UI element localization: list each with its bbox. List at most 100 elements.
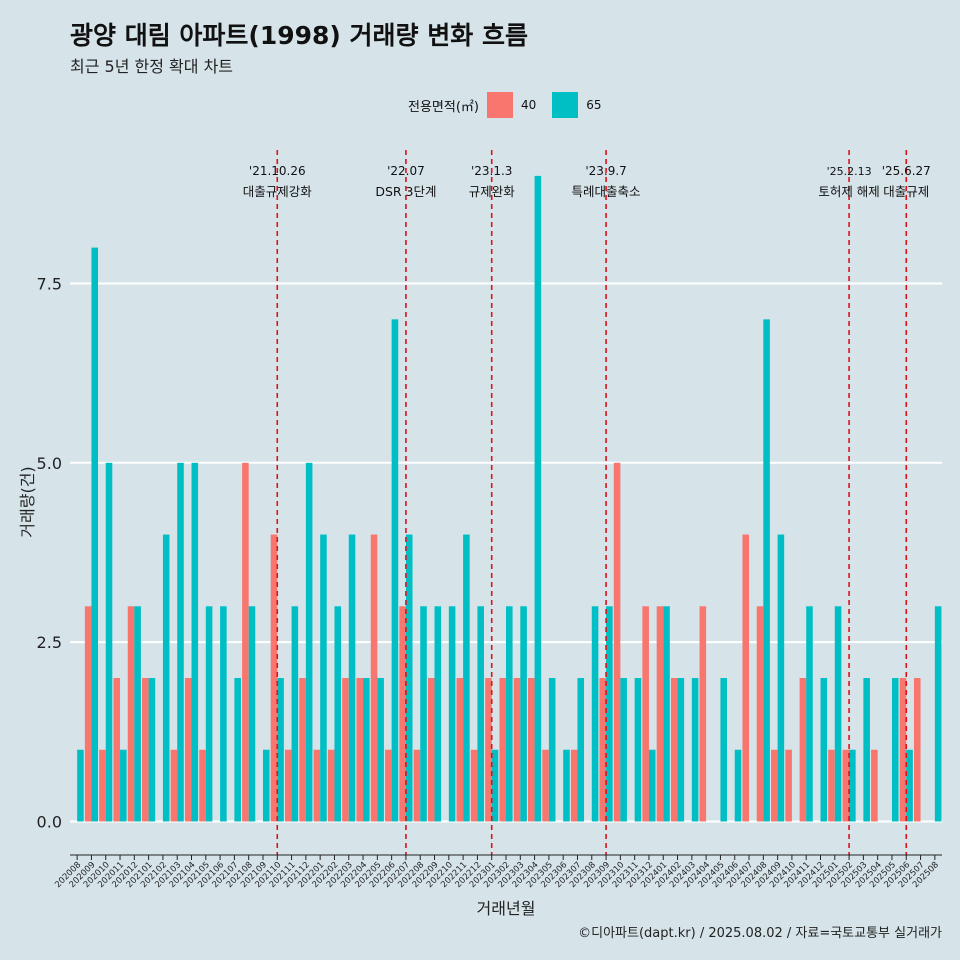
bar-40-202304 [528, 678, 535, 822]
bar-65-202502 [849, 749, 856, 822]
bar-65-202208 [420, 606, 427, 822]
bar-40-202211 [456, 678, 464, 822]
event-date: '21.10.26 [249, 164, 306, 178]
bar-65-202506 [906, 749, 913, 822]
bar-65-202205 [377, 678, 384, 822]
bar-65-202112 [305, 462, 313, 822]
bar-40-202203 [342, 678, 349, 822]
bar-65-202009 [91, 247, 99, 822]
bar-65-202008 [77, 749, 84, 822]
bar-40-202411 [799, 678, 807, 822]
bar-65-202202 [334, 606, 342, 822]
bar-65-202503 [863, 678, 870, 822]
event-date: '23.1.3 [471, 164, 512, 178]
source-caption: ©디아파트(dapt.kr) / 2025.08.02 / 자료=국토교통부 실… [578, 926, 942, 941]
bar-40-202101 [142, 678, 149, 822]
bar-65-202210 [448, 606, 456, 822]
bar-40-202012 [127, 606, 135, 822]
event-label: 대출규제강화 [243, 184, 313, 199]
event-date: '22.07 [387, 164, 425, 178]
bar-65-202401 [663, 606, 670, 822]
bar-65-202508 [934, 606, 942, 822]
x-axis-label: 거래년월 [477, 899, 536, 918]
bar-40-202404 [699, 606, 707, 822]
bar-65-202307 [577, 678, 585, 822]
bar-65-202206 [391, 319, 399, 822]
bar-40-202201 [313, 749, 321, 822]
bar-65-202110 [277, 678, 284, 822]
event-date: '25.6.27 [882, 164, 931, 178]
y-tick-label: 5.0 [37, 454, 62, 473]
bar-65-202402 [677, 678, 685, 822]
bar-65-202505 [891, 678, 899, 822]
bar-65-202105 [205, 606, 213, 822]
bar-40-202402 [670, 678, 678, 822]
bar-40-202205 [370, 534, 378, 822]
bar-65-202501 [834, 606, 842, 822]
bar-65-202411 [806, 606, 813, 822]
bar-65-202409 [777, 534, 785, 822]
bar-65-202102 [162, 534, 170, 822]
bar-40-202104 [184, 678, 192, 822]
bar-65-202312 [648, 749, 656, 822]
bar-40-202507 [913, 678, 921, 822]
event-label: 대출규제 [883, 184, 929, 199]
bar-40-202209 [427, 678, 435, 822]
bar-40-202212 [470, 749, 478, 822]
bar-40-202105 [199, 749, 206, 822]
bars [77, 175, 942, 822]
bar-40-202301 [485, 678, 492, 822]
legend-key-40 [486, 92, 513, 118]
legend-key-65 [552, 92, 579, 118]
bar-65-202203 [348, 534, 356, 822]
bar-40-202207 [399, 606, 406, 822]
event-label: DSR 3단계 [375, 184, 436, 199]
bar-40-202204 [356, 678, 364, 822]
event-date: '23.9.7 [585, 164, 626, 178]
bar-40-202410 [785, 749, 792, 822]
event-date: '25.2.13 [827, 165, 872, 178]
x-axis: 2020082020092020102020112020122021012021… [53, 854, 942, 890]
bar-40-202310 [613, 462, 621, 822]
bar-65-202204 [363, 678, 370, 822]
bar-40-202110 [270, 534, 278, 822]
bar-40-202407 [742, 534, 750, 822]
bar-65-202109 [262, 749, 270, 822]
bar-40-202202 [327, 749, 335, 822]
bar-40-202009 [84, 606, 92, 822]
bar-65-202209 [434, 606, 442, 822]
event-label: 토허제 해제 [818, 184, 879, 199]
bar-40-202312 [642, 606, 649, 822]
bar-65-202101 [148, 678, 156, 822]
bar-65-202103 [177, 462, 184, 822]
bar-65-202405 [720, 678, 728, 822]
bar-65-202310 [620, 678, 627, 822]
bar-65-202201 [320, 534, 327, 822]
bar-65-202104 [191, 462, 199, 822]
bar-65-202304 [534, 175, 542, 822]
bar-65-202303 [520, 606, 527, 822]
bar-40-202506 [899, 678, 907, 822]
bar-65-202011 [120, 749, 127, 822]
event-label: 규제완화 [469, 184, 516, 199]
bar-40-202103 [170, 749, 178, 822]
legend-label-65: 65 [586, 98, 602, 112]
bar-65-202306 [563, 749, 570, 822]
bar-65-202012 [134, 606, 141, 822]
y-axis: 0.0 2.5 5.0 7.5 [37, 274, 62, 831]
bar-65-202010 [105, 462, 113, 822]
bar-40-202111 [284, 749, 292, 822]
bar-40-202409 [771, 749, 778, 822]
bar-65-202107 [234, 678, 241, 822]
bar-65-202302 [506, 606, 513, 822]
bar-65-202106 [220, 606, 227, 822]
bar-65-202406 [734, 749, 742, 822]
bar-65-202212 [477, 606, 484, 822]
legend-title: 전용면적(㎡) [408, 99, 479, 115]
bar-65-202412 [820, 678, 828, 822]
bar-40-202010 [99, 749, 106, 822]
bar-40-202208 [413, 749, 421, 822]
bar-40-202011 [113, 678, 121, 822]
bar-40-202408 [756, 606, 764, 822]
chart-subtitle: 최근 5년 한정 확대 차트 [70, 57, 234, 76]
